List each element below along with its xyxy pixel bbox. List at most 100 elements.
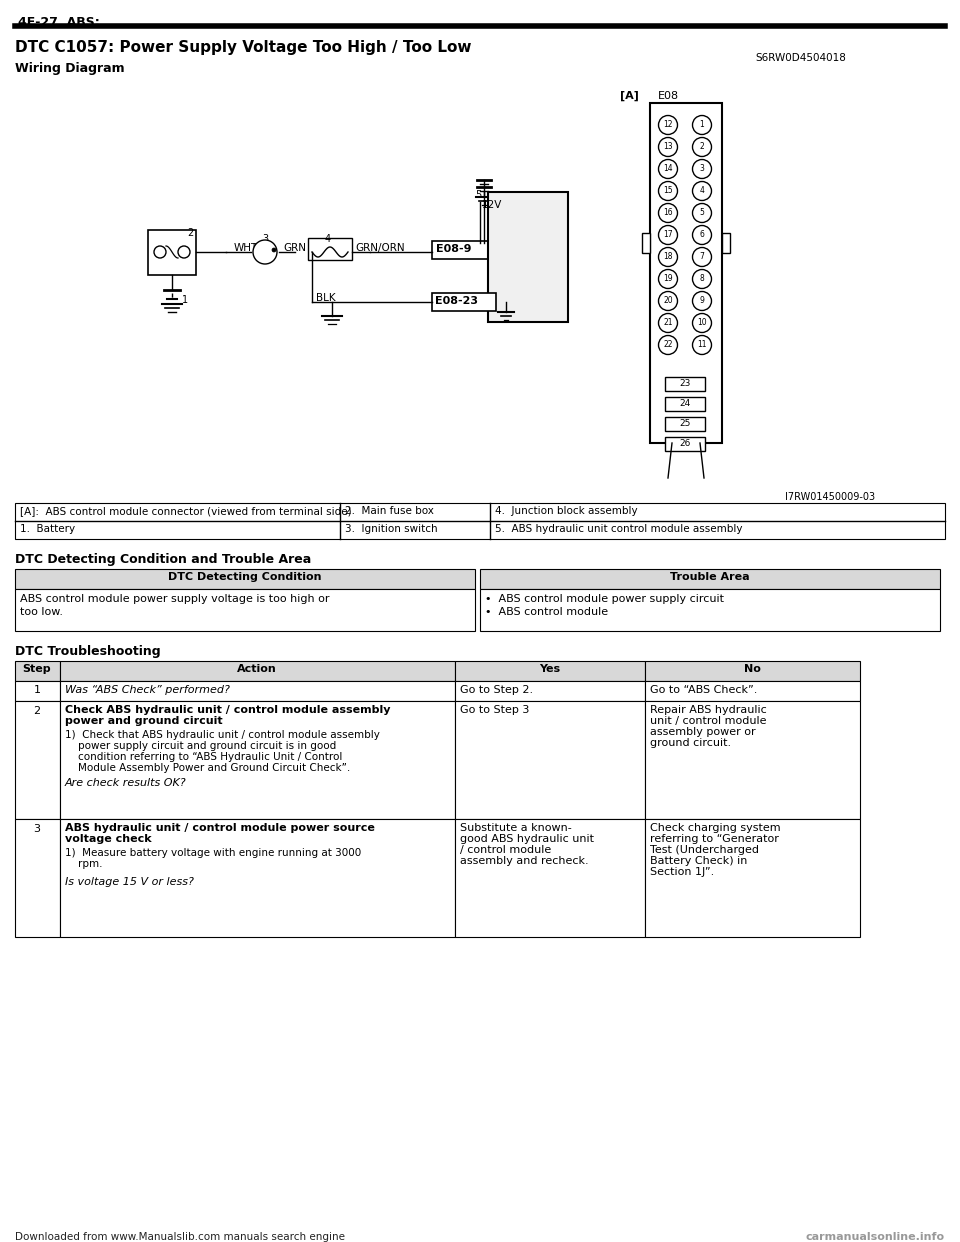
Bar (645, 818, 860, 936)
Circle shape (253, 240, 277, 265)
Text: 2: 2 (188, 229, 194, 238)
Bar (308, 238, 352, 260)
Text: 1: 1 (34, 686, 40, 696)
Circle shape (659, 116, 678, 134)
Bar (650, 103, 722, 443)
Circle shape (692, 181, 711, 200)
Circle shape (692, 270, 711, 288)
Text: assembly and recheck.: assembly and recheck. (460, 856, 588, 866)
Circle shape (659, 335, 678, 354)
Text: carmanualsonline.info: carmanualsonline.info (805, 1232, 945, 1242)
Circle shape (692, 226, 711, 245)
Text: DTC Detecting Condition: DTC Detecting Condition (168, 573, 322, 582)
Bar (455, 681, 645, 700)
Text: 1: 1 (700, 120, 705, 129)
Bar (665, 417, 705, 431)
Text: 3.  Ignition switch: 3. Ignition switch (345, 524, 438, 534)
Circle shape (692, 335, 711, 354)
Text: DTC Troubleshooting: DTC Troubleshooting (15, 645, 160, 658)
Bar (432, 241, 488, 260)
Circle shape (659, 181, 678, 200)
Circle shape (692, 313, 711, 333)
Text: 20: 20 (663, 296, 673, 306)
Text: 14: 14 (663, 164, 673, 173)
Text: Section 1J”.: Section 1J”. (650, 867, 714, 877)
Bar (455, 818, 645, 936)
Text: Check ABS hydraulic unit / control module assembly: Check ABS hydraulic unit / control modul… (65, 705, 391, 715)
Text: S6RW0D4504018: S6RW0D4504018 (755, 53, 846, 63)
Text: Action: Action (237, 664, 276, 674)
Text: referring to “Generator: referring to “Generator (650, 833, 779, 845)
Bar (722, 233, 730, 253)
Text: 2: 2 (700, 142, 705, 152)
Text: unit / control module: unit / control module (650, 715, 766, 727)
Bar (15, 700, 60, 818)
Text: Is voltage 15 V or less?: Is voltage 15 V or less? (65, 877, 194, 887)
Text: 4: 4 (325, 233, 331, 243)
Text: assembly power or: assembly power or (650, 727, 756, 737)
Text: •  ABS control module: • ABS control module (485, 607, 608, 617)
Bar (60, 818, 455, 936)
Text: 13: 13 (663, 142, 673, 152)
Circle shape (659, 226, 678, 245)
Circle shape (659, 247, 678, 267)
Circle shape (272, 248, 276, 252)
Circle shape (659, 159, 678, 179)
Text: 7: 7 (700, 252, 705, 261)
Text: GRN: GRN (283, 243, 306, 253)
Bar (642, 233, 650, 253)
Text: [A]:  ABS control module connector (viewed from terminal side): [A]: ABS control module connector (viewe… (20, 505, 351, 515)
Text: E08: E08 (658, 91, 679, 101)
Bar (148, 230, 196, 274)
Text: Test (Undercharged: Test (Undercharged (650, 845, 759, 854)
Text: 19: 19 (663, 274, 673, 283)
Text: ground circuit.: ground circuit. (650, 738, 732, 748)
Text: Go to Step 2.: Go to Step 2. (460, 686, 533, 696)
Bar (15, 818, 60, 936)
Text: 12V: 12V (482, 200, 502, 210)
Text: too low.: too low. (20, 607, 63, 617)
Text: •  ABS control module power supply circuit: • ABS control module power supply circui… (485, 594, 724, 604)
Text: Substitute a known-: Substitute a known- (460, 823, 572, 833)
Text: [A]: [A] (620, 91, 638, 102)
Circle shape (692, 116, 711, 134)
Text: Repair ABS hydraulic: Repair ABS hydraulic (650, 705, 767, 715)
Bar (665, 397, 705, 411)
Text: ABS control module power supply voltage is too high or: ABS control module power supply voltage … (20, 594, 329, 604)
Circle shape (659, 270, 678, 288)
Text: Trouble Area: Trouble Area (670, 573, 750, 582)
Text: 1)  Check that ABS hydraulic unit / control module assembly: 1) Check that ABS hydraulic unit / contr… (65, 730, 380, 740)
Text: 3: 3 (34, 823, 40, 833)
Text: voltage check: voltage check (65, 833, 152, 845)
Bar (480, 569, 940, 589)
Circle shape (692, 138, 711, 156)
Bar (455, 661, 645, 681)
Text: 17: 17 (663, 230, 673, 238)
Circle shape (659, 138, 678, 156)
Bar (432, 293, 496, 310)
Text: 5: 5 (475, 190, 481, 200)
Text: rpm.: rpm. (78, 859, 103, 869)
Text: I7RW01450009-03: I7RW01450009-03 (785, 492, 875, 502)
Text: 9: 9 (700, 296, 705, 306)
Text: 2.  Main fuse box: 2. Main fuse box (345, 505, 434, 515)
Bar (480, 589, 940, 631)
Circle shape (692, 159, 711, 179)
Text: 4.  Junction block assembly: 4. Junction block assembly (495, 505, 637, 515)
Circle shape (659, 292, 678, 310)
Bar (60, 681, 455, 700)
Text: 2: 2 (34, 705, 40, 715)
Text: Yes: Yes (540, 664, 561, 674)
Bar (15, 661, 60, 681)
Bar (15, 569, 475, 589)
Bar (60, 661, 455, 681)
Circle shape (659, 204, 678, 222)
Circle shape (692, 292, 711, 310)
Text: 4: 4 (700, 186, 705, 195)
Text: power supply circuit and ground circuit is in good: power supply circuit and ground circuit … (78, 741, 336, 751)
Text: 11: 11 (697, 340, 707, 349)
Bar (488, 193, 568, 322)
Text: Step: Step (23, 664, 51, 674)
Bar (645, 681, 860, 700)
Text: 8: 8 (700, 274, 705, 283)
